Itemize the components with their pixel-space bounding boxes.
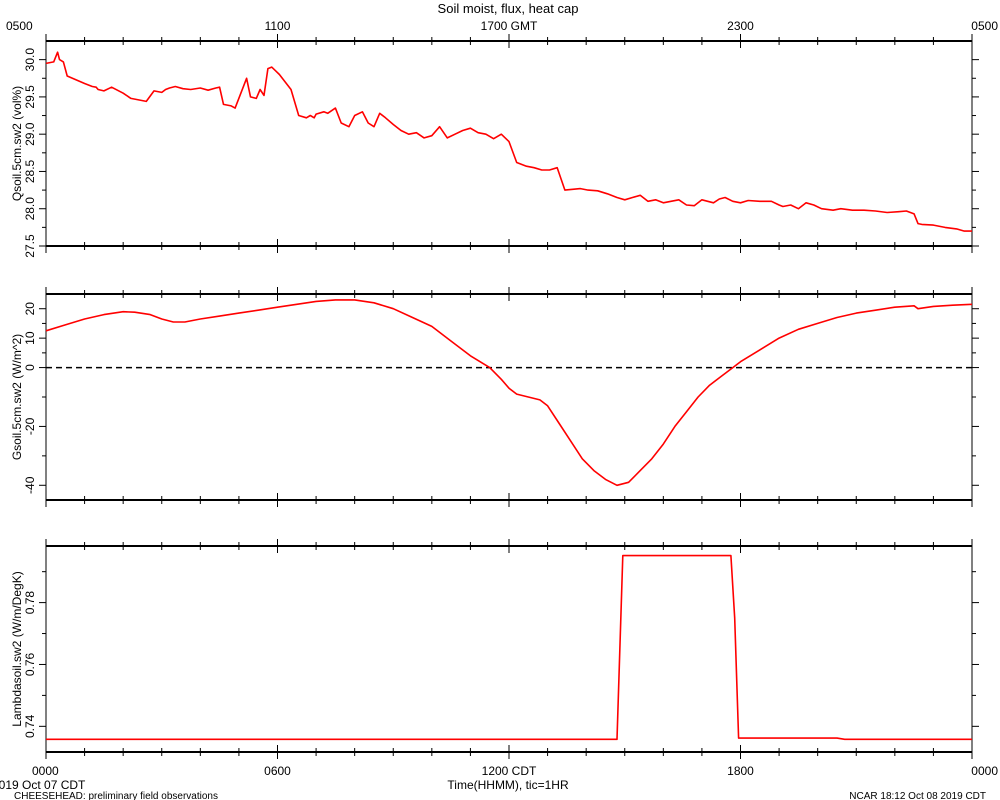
y-tick-label: 20 xyxy=(23,302,37,316)
y-tick-label: 30.0 xyxy=(23,48,37,72)
y-tick-label: 29.0 xyxy=(23,122,37,146)
y-tick-label: 29.5 xyxy=(23,85,37,109)
y-tick-label: 0 xyxy=(23,364,37,371)
x-axis-label: Time(HHMM), tic=1HR xyxy=(447,778,569,792)
footer-right: NCAR 18:12 Oct 08 2019 CDT xyxy=(849,791,986,800)
series-line xyxy=(45,299,973,487)
series-line xyxy=(45,51,972,232)
y-tick-label: -20 xyxy=(23,417,37,435)
y-axis-label: Qsoil.5cm.sw2 (vol%) xyxy=(10,86,24,201)
start-date-label: 2019 Oct 07 CDT xyxy=(0,778,86,792)
y-axis-label: Gsoil.5cm.sw2 (W/m^2) xyxy=(10,334,24,460)
bottom-x-tick-label: 1200 CDT xyxy=(482,764,537,778)
y-tick-label: 0.78 xyxy=(23,591,37,615)
top-x-tick-label: 1100 xyxy=(265,19,291,33)
series-line xyxy=(46,554,972,741)
bottom-x-tick-label: 0600 xyxy=(264,764,291,778)
chart-title: Soil moist, flux, heat cap xyxy=(438,1,579,16)
bottom-x-tick-label: 1800 xyxy=(727,764,754,778)
y-tick-label: 0.76 xyxy=(23,652,37,676)
panels: 27.5 28.0 28.5 29.0 29.5 30.0 Qsoil.5cm.sw2 (v… xyxy=(6,19,998,778)
panel-1: 27.5 28.0 28.5 29.0 29.5 30.0 Qsoil.5cm.sw2 (v… xyxy=(10,34,979,258)
y-tick-label: -40 xyxy=(23,476,37,494)
y-tick-label: 28.5 xyxy=(23,159,37,183)
footer-left: CHEESEHEAD: preliminary field observatio… xyxy=(14,791,218,800)
top-x-tick-label: 0500 xyxy=(971,19,998,33)
bottom-x-tick-label: 0000 xyxy=(32,764,59,778)
y-tick-label: 28.0 xyxy=(23,197,37,221)
bottom-x-tick-label: 0000 xyxy=(971,764,998,778)
y-tick-label: 27.5 xyxy=(23,234,37,258)
panel-2: -40 -20 0 10 20 Gsoil.5cm.sw2 (W/m^2) xyxy=(10,287,979,507)
top-x-tick-label: 1700 GMT xyxy=(481,19,538,33)
y-tick-label: 0.74 xyxy=(23,714,37,738)
y-axis-label: Lambdasoil.sw2 (W/m/DegK) xyxy=(10,571,24,726)
top-x-tick-label: 2300 xyxy=(727,19,754,33)
top-x-tick-label: 0500 xyxy=(6,19,33,33)
y-tick-label: 10 xyxy=(23,331,37,345)
